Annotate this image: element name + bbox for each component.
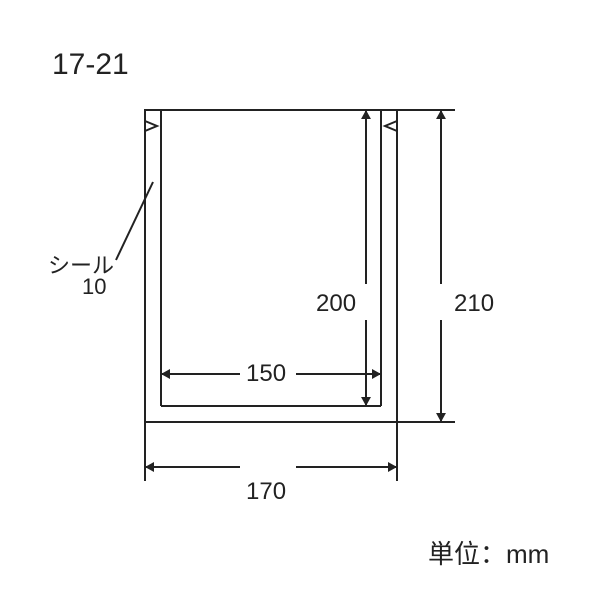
units-label: 単位：mm xyxy=(428,534,549,571)
outer-width-value: 170 xyxy=(246,478,286,506)
diagram-canvas: 17-21 シール 10 200 210 150 170 単位：mm xyxy=(0,0,600,600)
seal-value: 10 xyxy=(82,274,106,300)
diagram-svg xyxy=(0,0,600,600)
diagram-title: 17-21 xyxy=(52,48,129,82)
inner-height-value: 200 xyxy=(316,290,356,318)
inner-width-value: 150 xyxy=(246,360,286,388)
outer-height-value: 210 xyxy=(454,290,494,318)
